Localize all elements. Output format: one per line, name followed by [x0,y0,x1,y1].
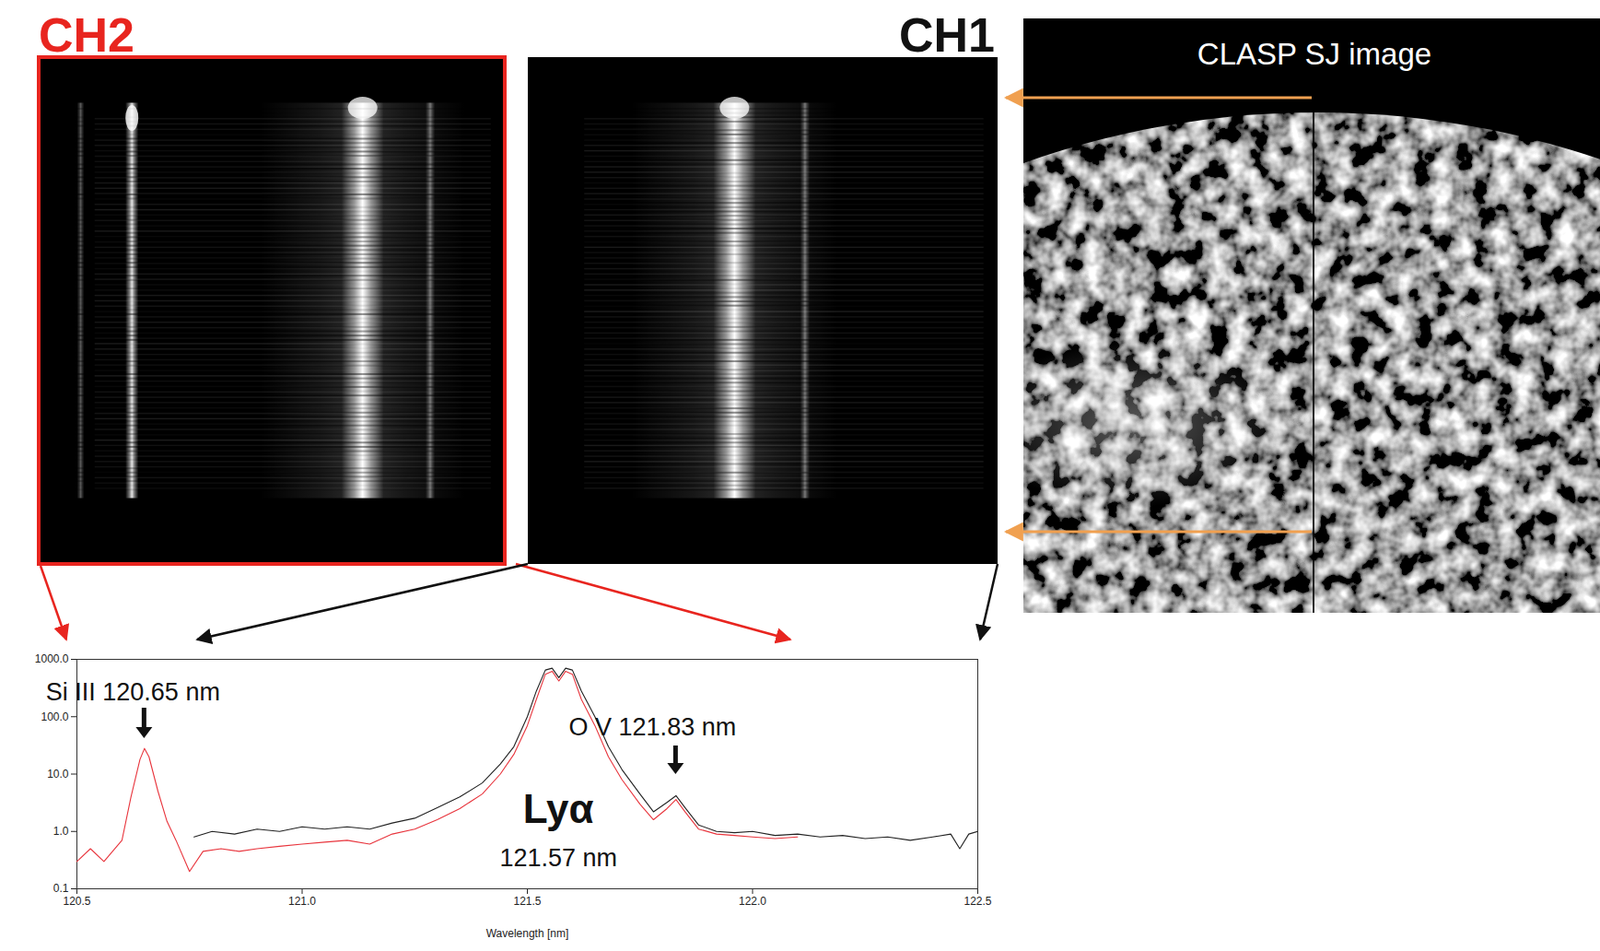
svg-text:121.5: 121.5 [513,894,541,908]
svg-text:121.57 nm: 121.57 nm [499,843,618,872]
svg-text:122.5: 122.5 [963,894,992,908]
svg-text:120.5: 120.5 [62,894,91,908]
svg-text:O V 121.83 nm: O V 121.83 nm [569,712,737,741]
svg-text:1.0: 1.0 [53,824,70,838]
svg-text:Lyα: Lyα [523,785,595,831]
svg-text:0.1: 0.1 [53,881,70,895]
svg-text:1000.0: 1000.0 [35,652,70,666]
svg-text:10.0: 10.0 [46,767,70,781]
svg-text:100.0: 100.0 [40,710,69,724]
svg-text:CH1: CH1 [899,8,995,62]
svg-text:Wavelength [nm]: Wavelength [nm] [486,926,570,940]
svg-text:CLASP SJ image: CLASP SJ image [1197,36,1432,71]
svg-text:Si III 120.65 nm: Si III 120.65 nm [46,677,221,706]
svg-text:CH2: CH2 [38,8,135,62]
svg-text:121.0: 121.0 [288,894,316,908]
svg-text:122.0: 122.0 [738,894,767,908]
